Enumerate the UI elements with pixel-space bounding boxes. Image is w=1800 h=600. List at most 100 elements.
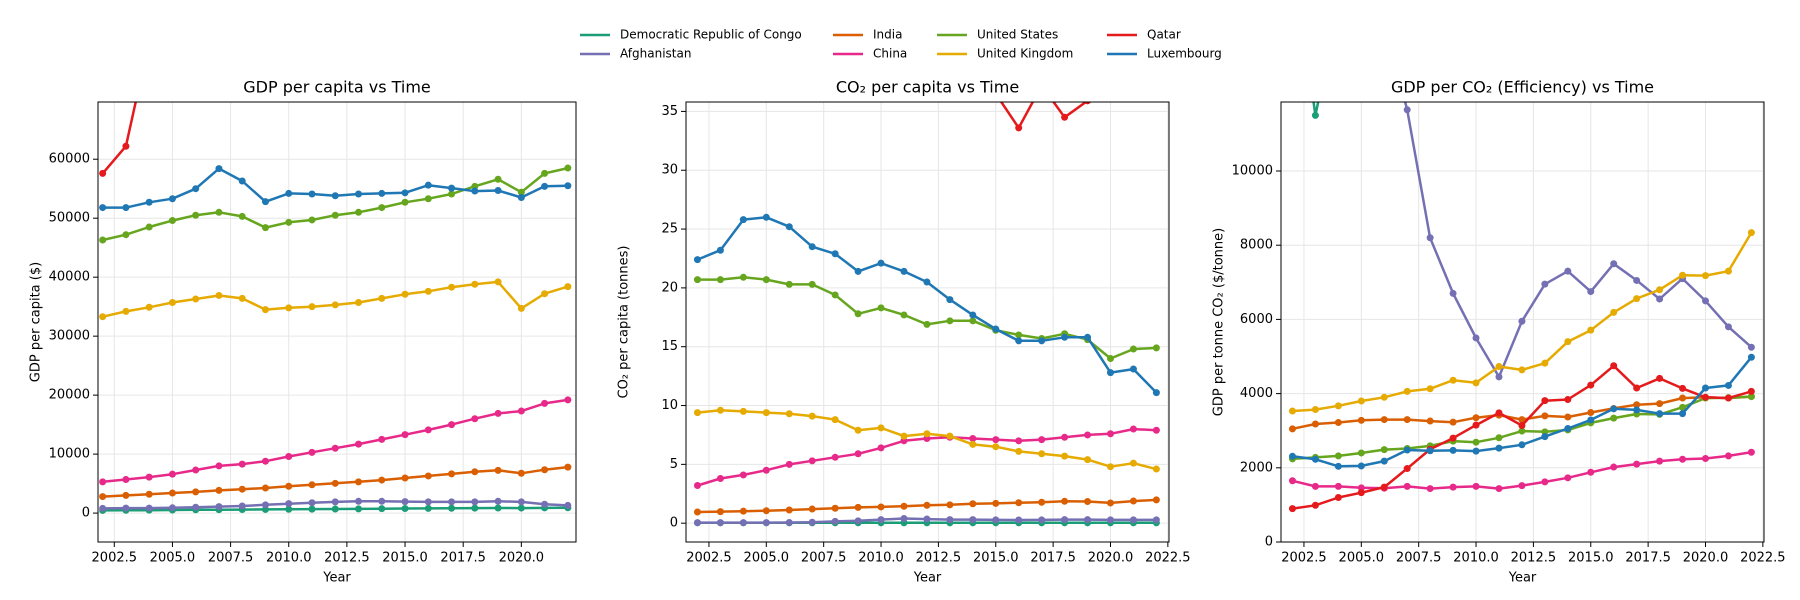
- data-point: [448, 190, 456, 198]
- data-point: [1587, 468, 1595, 476]
- data-point: [1130, 84, 1137, 91]
- data-point: [1311, 482, 1319, 490]
- data-point: [517, 407, 525, 415]
- x-tick-label: 2012.5: [324, 551, 370, 566]
- data-point: [1679, 394, 1687, 402]
- data-point: [471, 280, 479, 288]
- data-point: [1380, 457, 1388, 465]
- data-point: [401, 290, 409, 298]
- data-point: [192, 488, 200, 496]
- data-point: [1472, 379, 1480, 387]
- data-point: [1311, 501, 1319, 509]
- data-point: [1449, 418, 1457, 426]
- data-point: [424, 181, 432, 189]
- data-point: [1633, 295, 1641, 303]
- data-point: [1518, 366, 1526, 374]
- data-point: [471, 187, 479, 195]
- data-point: [1061, 333, 1069, 341]
- data-point: [494, 504, 502, 512]
- data-point: [564, 164, 572, 172]
- data-point: [122, 491, 130, 499]
- data-point: [564, 283, 572, 291]
- data-point: [541, 169, 549, 177]
- data-point: [424, 504, 432, 512]
- data-point: [238, 212, 246, 220]
- data-point: [854, 426, 862, 434]
- data-point: [1106, 354, 1114, 362]
- data-point: [1084, 498, 1092, 506]
- data-point: [1449, 446, 1457, 454]
- data-point: [1541, 433, 1549, 441]
- data-point: [308, 499, 316, 507]
- data-point: [1106, 516, 1114, 524]
- data-point: [308, 448, 316, 456]
- data-point: [1564, 267, 1572, 275]
- data-point: [1335, 1, 1342, 8]
- data-point: [1152, 516, 1160, 524]
- data-point: [448, 184, 456, 192]
- data-point: [1724, 381, 1732, 389]
- data-point: [785, 410, 793, 418]
- data-point: [331, 505, 339, 513]
- data-point: [693, 508, 701, 516]
- data-point: [739, 507, 747, 515]
- data-point: [192, 211, 200, 219]
- data-point: [1449, 289, 1457, 297]
- data-point: [1334, 482, 1342, 490]
- data-point: [168, 217, 176, 225]
- data-point: [969, 500, 977, 508]
- legend-label: China: [873, 47, 907, 61]
- data-point: [331, 192, 339, 200]
- chart-title: CO₂ per capita vs Time: [836, 78, 1019, 97]
- data-point: [1015, 447, 1023, 455]
- data-point: [877, 444, 885, 452]
- data-point: [192, 185, 200, 193]
- data-point: [808, 412, 816, 420]
- data-point: [1633, 460, 1641, 468]
- data-point: [1061, 497, 1069, 505]
- data-point: [1701, 393, 1709, 401]
- data-point: [145, 473, 153, 481]
- x-tick-label: 2010.0: [266, 551, 312, 566]
- data-point: [355, 299, 363, 307]
- data-point: [1084, 102, 1091, 105]
- data-point: [517, 469, 525, 477]
- data-point: [1679, 271, 1687, 279]
- data-point: [424, 472, 432, 480]
- data-point: [1334, 493, 1342, 501]
- x-tick-label: 2007.5: [1396, 551, 1442, 566]
- data-point: [215, 165, 223, 173]
- data-point: [471, 415, 479, 423]
- data-point: [99, 204, 107, 212]
- data-point: [1129, 497, 1137, 505]
- data-point: [1587, 288, 1595, 296]
- x-axis-label: Year: [913, 571, 942, 586]
- data-point: [1564, 474, 1572, 482]
- x-tick-label: 2015.0: [973, 551, 1019, 566]
- data-point: [448, 470, 456, 478]
- data-point: [378, 294, 386, 302]
- legend-label: Luxembourg: [1147, 47, 1222, 61]
- data-point: [541, 290, 549, 298]
- data-point: [1129, 365, 1137, 373]
- data-point: [1633, 406, 1641, 414]
- data-point: [541, 500, 549, 508]
- data-point: [1426, 447, 1434, 455]
- data-point: [1679, 403, 1687, 411]
- data-point: [1038, 498, 1046, 506]
- data-point: [99, 236, 107, 244]
- data-point: [1701, 272, 1709, 280]
- data-point: [1701, 297, 1709, 305]
- data-point: [448, 421, 456, 429]
- x-tick-label: 2010.0: [1453, 551, 1499, 566]
- data-point: [1610, 308, 1618, 316]
- data-point: [1152, 344, 1160, 352]
- data-point: [877, 503, 885, 511]
- data-point: [1449, 434, 1457, 442]
- data-point: [1061, 452, 1069, 460]
- data-point: [1038, 337, 1046, 345]
- x-tick-label: 2007.5: [801, 551, 847, 566]
- data-point: [1403, 446, 1411, 454]
- data-point: [739, 471, 747, 479]
- data-point: [992, 499, 1000, 507]
